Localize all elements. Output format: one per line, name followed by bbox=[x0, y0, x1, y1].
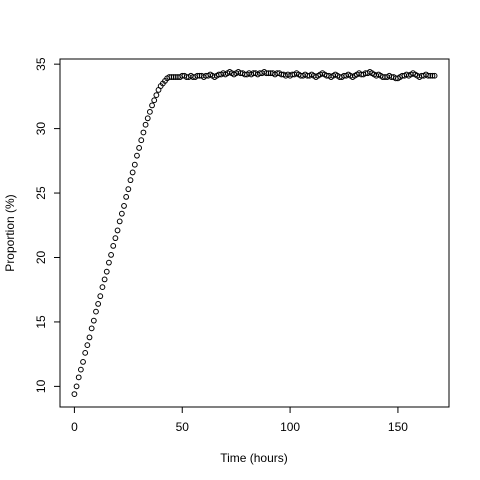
x-tick-label: 150 bbox=[388, 420, 408, 434]
point bbox=[142, 121, 149, 128]
y-tick-label: 35 bbox=[34, 57, 48, 71]
y-tick-label: 25 bbox=[34, 186, 48, 200]
point bbox=[116, 218, 123, 225]
x-tick-label: 0 bbox=[71, 420, 78, 434]
point bbox=[95, 300, 102, 307]
point bbox=[153, 92, 160, 98]
x-tick-label: 50 bbox=[176, 420, 190, 434]
point bbox=[101, 276, 108, 283]
point bbox=[114, 227, 121, 234]
point bbox=[125, 186, 132, 193]
point bbox=[131, 161, 138, 168]
point bbox=[140, 129, 147, 136]
y-tick-label: 30 bbox=[34, 122, 48, 136]
point bbox=[129, 169, 136, 176]
point bbox=[146, 108, 153, 115]
x-tick-label: 100 bbox=[280, 420, 300, 434]
point bbox=[123, 194, 130, 200]
point bbox=[108, 252, 114, 258]
point bbox=[431, 72, 438, 79]
point bbox=[138, 137, 145, 144]
point bbox=[127, 177, 134, 184]
point bbox=[112, 235, 119, 242]
y-axis-label: Proportion (%) bbox=[3, 194, 17, 271]
point bbox=[77, 366, 84, 373]
point bbox=[429, 72, 436, 79]
point bbox=[73, 383, 80, 390]
point bbox=[93, 308, 99, 315]
plot-box bbox=[59, 58, 450, 408]
y-tick-label: 15 bbox=[34, 315, 48, 329]
point bbox=[106, 259, 112, 266]
point bbox=[97, 293, 104, 300]
point bbox=[90, 317, 97, 324]
y-tick-label: 20 bbox=[34, 250, 48, 264]
point bbox=[134, 152, 140, 159]
point bbox=[75, 374, 82, 381]
point bbox=[86, 334, 93, 341]
point bbox=[121, 203, 127, 209]
point bbox=[71, 391, 78, 398]
point bbox=[136, 145, 143, 151]
point bbox=[149, 102, 155, 109]
point bbox=[103, 268, 110, 275]
point bbox=[151, 97, 158, 104]
point bbox=[144, 115, 151, 122]
point bbox=[82, 349, 89, 356]
point bbox=[110, 242, 117, 249]
y-tick-label: 10 bbox=[34, 379, 48, 393]
point bbox=[118, 210, 125, 217]
point bbox=[99, 284, 106, 291]
x-axis-label: Time (hours) bbox=[220, 451, 288, 465]
point bbox=[84, 342, 91, 349]
point bbox=[88, 325, 95, 332]
point bbox=[80, 358, 86, 365]
